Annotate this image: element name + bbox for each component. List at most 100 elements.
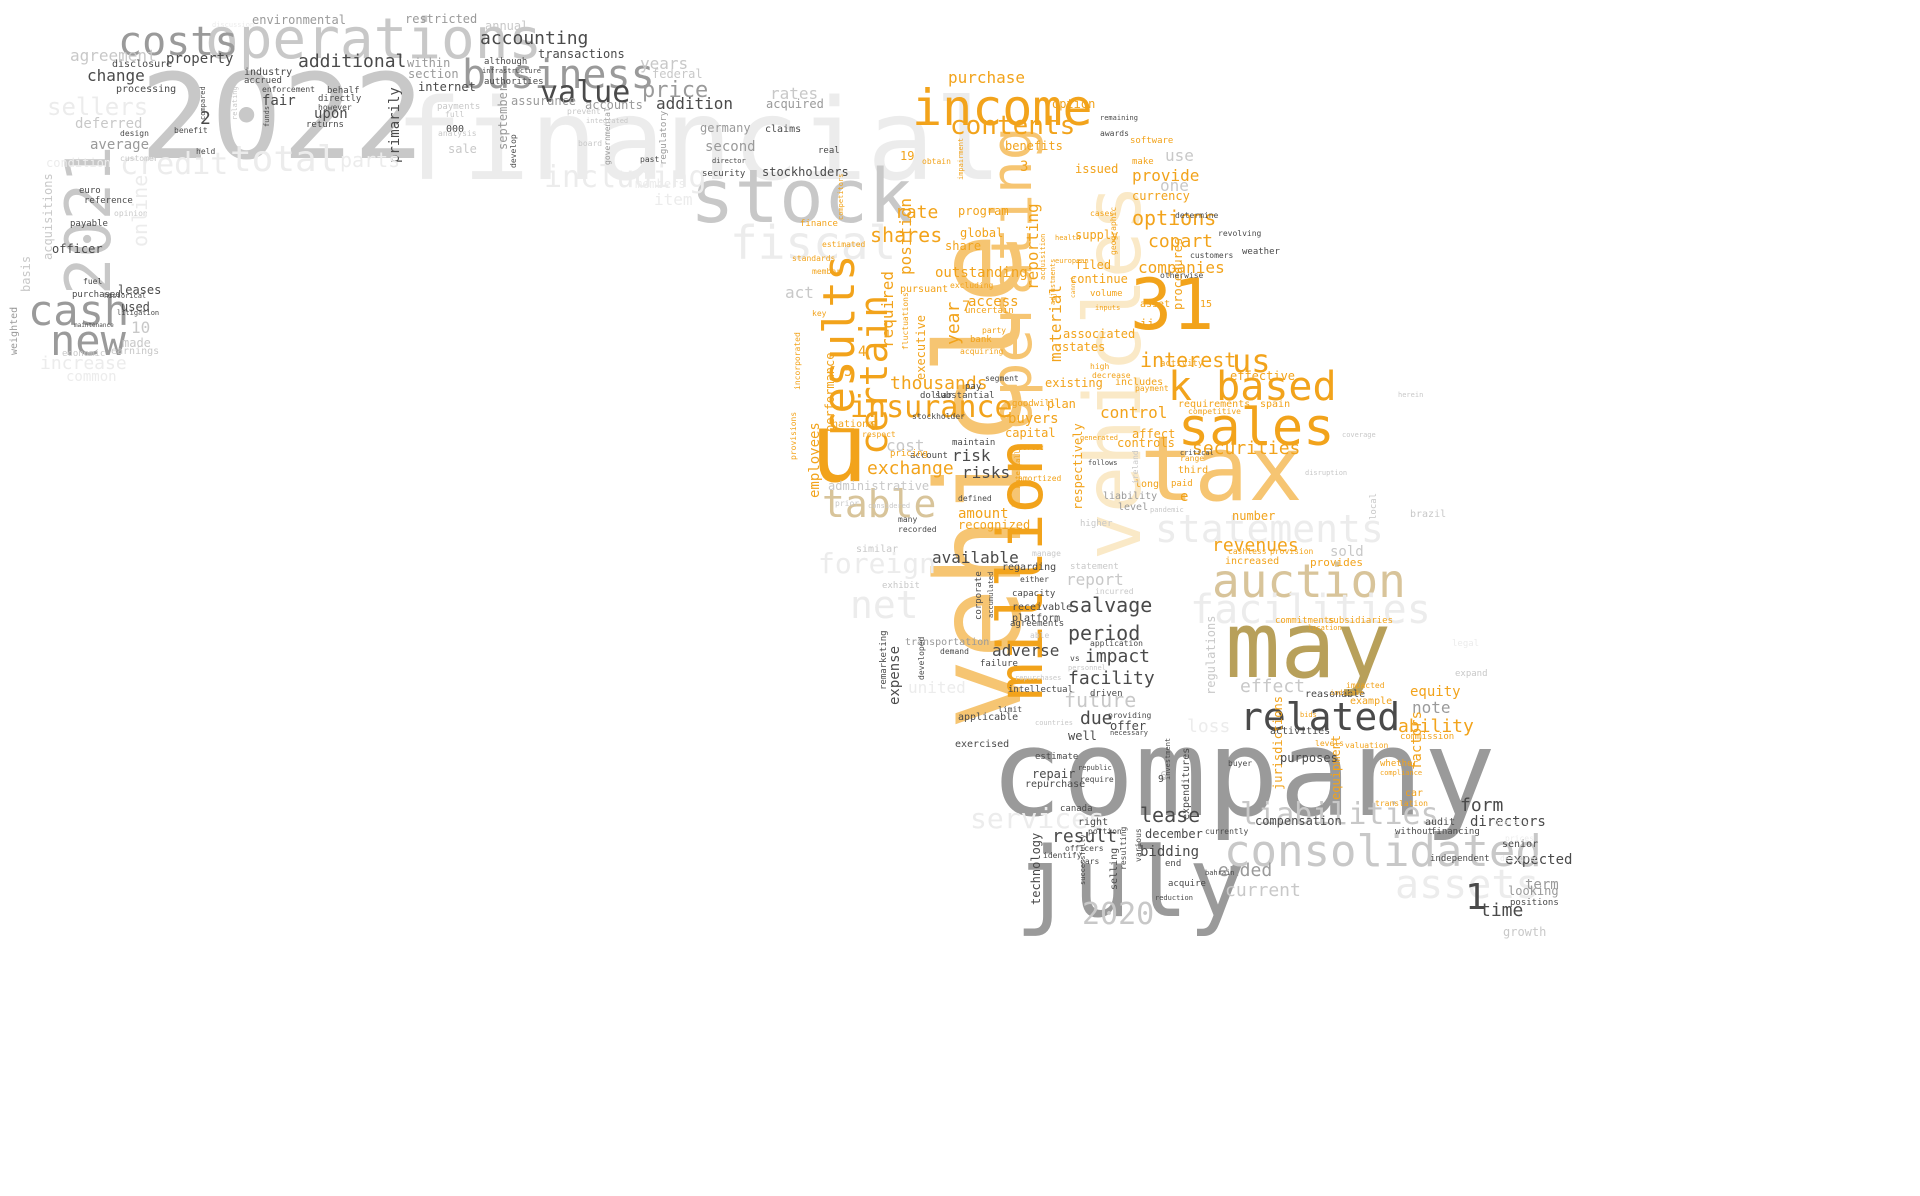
word-either: either bbox=[1020, 575, 1049, 584]
word-3: 3 bbox=[1020, 159, 1029, 175]
word-driven: driven bbox=[1090, 689, 1123, 699]
word-remaining: remaining bbox=[1100, 114, 1138, 122]
word-repurchases: repurchases bbox=[1015, 674, 1062, 682]
word-condition: condition bbox=[46, 156, 112, 170]
word-contents: contents bbox=[950, 111, 1076, 141]
word-buyers: buyers bbox=[1008, 411, 1059, 427]
word-one: one bbox=[1160, 176, 1189, 195]
word-applicable: applicable bbox=[958, 712, 1019, 723]
word-payable: payable bbox=[70, 219, 108, 229]
word-assets: assets bbox=[1395, 862, 1540, 908]
word-commission: commission bbox=[1400, 732, 1455, 742]
word-determine: determine bbox=[1175, 211, 1219, 220]
word-exchange: exchange bbox=[867, 458, 954, 479]
word-security: security bbox=[702, 169, 746, 179]
word-acquire: acquire bbox=[1168, 879, 1206, 889]
word-enforcement: enforcement bbox=[262, 85, 315, 94]
word-option: option bbox=[1052, 97, 1096, 111]
word-effective: effective bbox=[1230, 369, 1296, 383]
word-national: national bbox=[832, 419, 881, 430]
word-revenues: revenues bbox=[1212, 535, 1299, 556]
word-audit: audit bbox=[1425, 817, 1456, 828]
word-independent: independent bbox=[1430, 854, 1490, 864]
word-future: future bbox=[1064, 688, 1137, 712]
word-online: online bbox=[128, 174, 152, 247]
word-acquisitions: acquisitions bbox=[41, 173, 55, 260]
word-expense: expense bbox=[887, 645, 903, 705]
word-access: access bbox=[968, 294, 1019, 310]
word-addition: addition bbox=[656, 94, 734, 113]
word-incurred: incurred bbox=[1095, 587, 1134, 596]
word-technology: technology bbox=[1029, 832, 1043, 905]
word-opinion: opinion bbox=[114, 209, 148, 218]
word-indicate: indicate bbox=[1330, 689, 1364, 697]
word-revolving: revolving bbox=[1218, 229, 1262, 238]
word-business: business bbox=[462, 52, 655, 98]
word-filed: filed bbox=[1075, 258, 1112, 272]
word-consolidated: consolidated bbox=[1224, 826, 1542, 877]
word-discussion: discussion bbox=[212, 21, 255, 29]
word-long: long bbox=[1135, 479, 1160, 490]
word-period: period bbox=[1068, 621, 1141, 645]
word-8: 8 bbox=[870, 419, 878, 433]
word-economic: economic bbox=[62, 349, 106, 359]
word-rates: rates bbox=[770, 84, 819, 103]
word-pricing: pricing bbox=[890, 449, 928, 459]
word-related: related bbox=[1240, 695, 1401, 739]
word-cannot: cannot bbox=[1070, 276, 1077, 298]
word-officer: officer bbox=[52, 242, 103, 256]
word-generated: generated bbox=[1080, 434, 1118, 442]
word-ability: ability bbox=[1398, 716, 1474, 737]
word-exercised: exercised bbox=[955, 739, 1010, 750]
word-operations: operations bbox=[205, 7, 543, 72]
word-otherwise: otherwise bbox=[1160, 271, 1204, 280]
word-regulations: regulations bbox=[1204, 615, 1218, 695]
word-successfully: successfully bbox=[1079, 834, 1087, 885]
word-however: however bbox=[318, 103, 352, 112]
word-affect: affect bbox=[1132, 427, 1176, 441]
word-cars: cars bbox=[1080, 857, 1100, 866]
word-plan: plan bbox=[1047, 397, 1076, 411]
word-facilities: facilities bbox=[1190, 587, 1431, 633]
word-decrease: decrease bbox=[1092, 371, 1131, 380]
word-transactions: transactions bbox=[538, 47, 625, 61]
word-directors: directors bbox=[1470, 814, 1546, 830]
word-uncertain: uncertain bbox=[965, 306, 1014, 316]
word-disclosure: disclosure bbox=[112, 59, 173, 70]
word-stockholders: stockholders bbox=[762, 165, 849, 179]
word-total: total bbox=[230, 139, 339, 180]
word-sold: sold bbox=[1330, 544, 1364, 560]
word-board: board bbox=[578, 139, 603, 148]
word-bidding: bidding bbox=[1140, 844, 1200, 860]
word-foreign: foreign bbox=[818, 547, 937, 580]
word-critical: critical bbox=[1180, 449, 1214, 457]
word-fluctuations: fluctuations bbox=[901, 292, 910, 350]
word-defined: defined bbox=[958, 494, 992, 503]
word-ii: ii bbox=[1140, 317, 1155, 331]
word-price: price bbox=[642, 78, 709, 103]
word-higher: higher bbox=[1080, 519, 1113, 529]
word-1: 1 bbox=[1465, 877, 1487, 918]
word-germany: germany bbox=[700, 121, 751, 135]
word-many: many bbox=[898, 515, 918, 524]
word-sales: sales bbox=[1178, 398, 1335, 458]
word-designed: designed bbox=[1500, 854, 1539, 863]
word-prevent: prevent bbox=[567, 107, 601, 116]
word-change: change bbox=[87, 66, 145, 85]
word-made: made bbox=[122, 336, 151, 350]
word-income: income bbox=[912, 79, 1093, 137]
word-global: global bbox=[960, 226, 1004, 240]
word-range: range bbox=[1180, 454, 1205, 463]
word-asset: asset bbox=[1140, 299, 1171, 310]
word-estimate: estimate bbox=[1035, 752, 1079, 762]
word-reference: reference bbox=[84, 196, 133, 206]
word-options: options bbox=[1132, 206, 1217, 230]
word-compensation: compensation bbox=[1255, 814, 1342, 828]
word-act: act bbox=[785, 283, 814, 302]
word-require: require bbox=[1080, 775, 1114, 784]
word-incorporated: incorporated bbox=[793, 332, 802, 390]
word-behalf: behalf bbox=[327, 86, 360, 96]
word-full: full bbox=[445, 110, 465, 119]
word-excluding: excluding bbox=[950, 281, 994, 290]
